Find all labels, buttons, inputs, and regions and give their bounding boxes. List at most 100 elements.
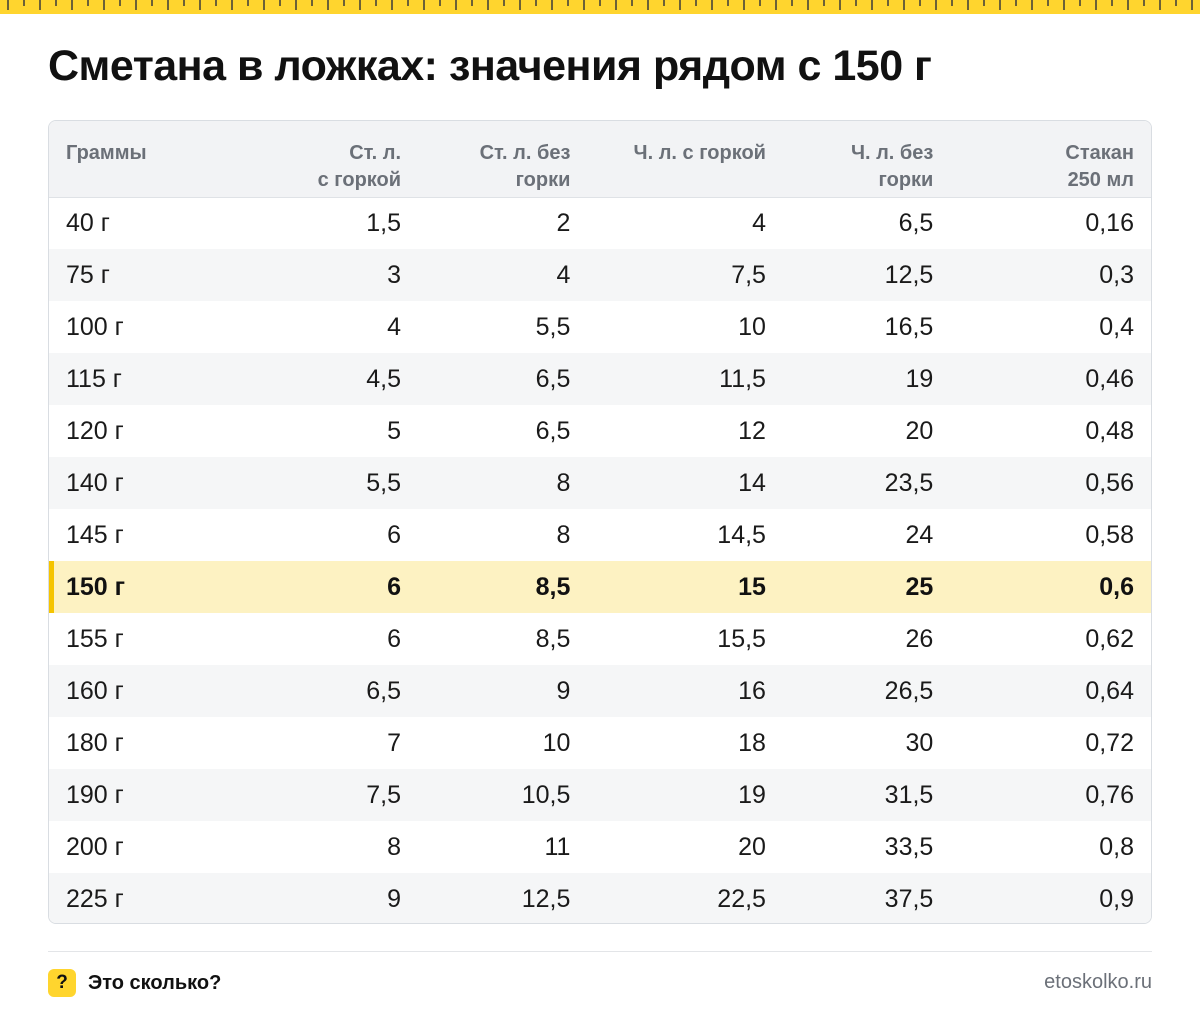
grams-cell: 75 г	[66, 260, 110, 289]
value-cell: 24	[905, 520, 934, 549]
value-cell: 4	[752, 208, 766, 237]
table-row: 155 г 6 8,5 15,5 26 0,62	[49, 613, 1151, 665]
grams-cell: 150 г	[49, 561, 225, 613]
value-cell: 15,5	[717, 624, 766, 653]
value-cell: 8	[387, 832, 402, 861]
value-cell: 25	[905, 572, 934, 601]
table-row: 75 г 3 4 7,5 12,5 0,3	[49, 249, 1151, 301]
value-cell: 0,8	[1099, 832, 1134, 861]
value-cell: 0,72	[1085, 728, 1134, 757]
table-row: 140 г 5,5 8 14 23,5 0,56	[49, 457, 1151, 509]
column-header: Ч. л. без горки	[784, 121, 959, 197]
grams-cell: 225 г	[66, 884, 124, 913]
column-header-line: горки	[515, 169, 571, 191]
column-header-line: Ст. л.	[349, 142, 402, 164]
value-cell: 14	[738, 468, 766, 497]
value-cell: 6	[387, 572, 402, 601]
grams-cell: 160 г	[66, 676, 124, 705]
value-cell: 31,5	[884, 780, 934, 809]
value-cell: 0,6	[1099, 572, 1134, 601]
column-header-line: Стакан	[1065, 142, 1134, 164]
table-row: 100 г 4 5,5 10 16,5 0,4	[49, 301, 1151, 353]
grams-cell: 100 г	[66, 312, 124, 341]
column-header: Ч. л. с горкой	[596, 121, 784, 197]
column-header: Граммы	[49, 121, 225, 197]
value-cell: 6,5	[535, 416, 571, 445]
value-cell: 0,3	[1099, 260, 1134, 289]
grams-cell: 200 г	[66, 832, 124, 861]
value-cell: 8	[556, 520, 571, 549]
table-row: 40 г 1,5 2 4 6,5 0,16	[49, 197, 1151, 249]
value-cell: 7,5	[366, 780, 402, 809]
table-row: 225 г 9 12,5 22,5 37,5 0,9	[49, 873, 1151, 923]
value-cell: 0,76	[1085, 780, 1134, 809]
value-cell: 33,5	[884, 832, 934, 861]
column-header: Стакан 250 мл	[959, 121, 1151, 197]
value-cell: 19	[905, 364, 934, 393]
value-cell: 4	[556, 260, 571, 289]
table-row: 180 г 7 10 18 30 0,72	[49, 717, 1151, 769]
value-cell: 22,5	[717, 884, 766, 913]
value-cell: 12,5	[884, 260, 934, 289]
value-cell: 5,5	[535, 312, 571, 341]
value-cell: 0,16	[1085, 208, 1134, 237]
value-cell: 3	[387, 260, 402, 289]
grams-cell: 145 г	[66, 520, 124, 549]
column-header-line: Ч. л. без	[850, 142, 934, 164]
value-cell: 30	[905, 728, 934, 757]
grams-cell: 190 г	[66, 780, 124, 809]
value-cell: 23,5	[884, 468, 934, 497]
value-cell: 11,5	[719, 364, 766, 393]
value-cell: 16,5	[884, 312, 934, 341]
value-cell: 5,5	[366, 468, 402, 497]
value-cell: 4	[387, 312, 402, 341]
value-cell: 0,64	[1085, 676, 1134, 705]
value-cell: 8	[556, 468, 571, 497]
value-cell: 8,5	[535, 624, 571, 653]
value-cell: 19	[738, 780, 766, 809]
question-mark-icon: ?	[48, 969, 76, 997]
value-cell: 11	[544, 832, 571, 861]
column-header-line: с горкой	[317, 169, 402, 191]
value-cell: 0,58	[1085, 520, 1134, 549]
column-header: Ст. л. без горки	[421, 121, 596, 197]
column-header-line: Ст. л. без	[479, 142, 571, 164]
site-link[interactable]: etoskolko.ru	[1044, 971, 1152, 993]
value-cell: 16	[738, 676, 766, 705]
value-cell: 12,5	[521, 884, 571, 913]
table: Граммы Ст. л. с горкой Ст. л. без горки Ч. л.…	[49, 121, 1151, 923]
value-cell: 10,5	[521, 780, 571, 809]
table-row: 200 г 8 11 20 33,5 0,8	[49, 821, 1151, 873]
value-cell: 7	[387, 728, 402, 757]
value-cell: 18	[738, 728, 766, 757]
table-row: 115 г 4,5 6,5 11,5 19 0,46	[49, 353, 1151, 405]
value-cell: 26,5	[884, 676, 934, 705]
table-row: 120 г 5 6,5 12 20 0,48	[49, 405, 1151, 457]
grams-cell: 120 г	[66, 416, 124, 445]
table-body: 40 г 1,5 2 4 6,5 0,16 75 г 3 4 7,5 12,5 0,3 100 г 4 5,…	[49, 197, 1151, 923]
grams-cell: 140 г	[66, 468, 124, 497]
column-header-line: Граммы	[66, 142, 147, 164]
brand: ? Это сколько?	[48, 969, 221, 997]
value-cell: 6	[387, 520, 402, 549]
value-cell: 26	[905, 624, 934, 653]
value-cell: 37,5	[884, 884, 934, 913]
value-cell: 6,5	[535, 364, 571, 393]
value-cell: 12	[738, 416, 766, 445]
table-row: 190 г 7,5 10,5 19 31,5 0,76	[49, 769, 1151, 821]
value-cell: 9	[387, 884, 402, 913]
column-header-line: горки	[878, 169, 934, 191]
value-cell: 6	[387, 624, 402, 653]
value-cell: 0,62	[1085, 624, 1134, 653]
page-title: Сметана в ложках: значения рядом с 150 г	[48, 42, 932, 90]
value-cell: 0,46	[1085, 364, 1134, 393]
grams-cell: 155 г	[66, 624, 124, 653]
value-cell: 10	[738, 312, 766, 341]
value-cell: 15	[738, 572, 766, 601]
value-cell: 10	[542, 728, 571, 757]
ruler-strip	[0, 0, 1200, 14]
column-header-line: 250 мл	[1067, 169, 1134, 191]
grams-cell: 40 г	[66, 208, 110, 237]
table-row-highlighted: 150 г 6 8,5 15 25 0,6	[49, 561, 1151, 613]
column-header-line: Ч. л. с горкой	[633, 142, 766, 164]
